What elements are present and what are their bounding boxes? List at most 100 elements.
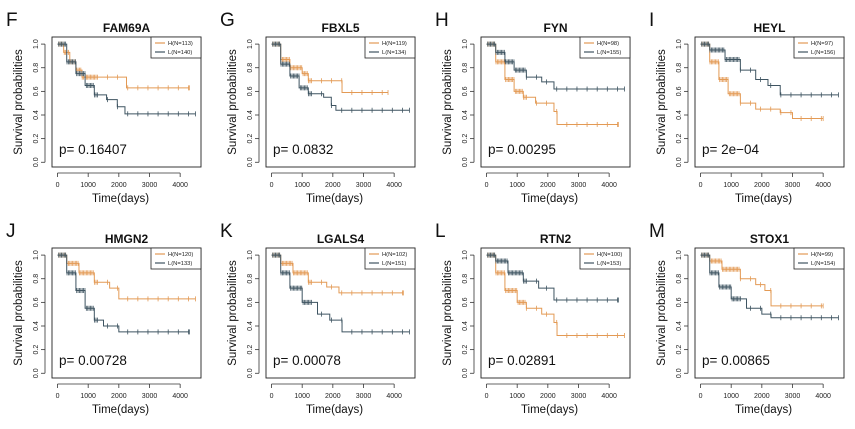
p-value-label: p= 0.16407	[59, 142, 127, 157]
x-tick-label: 1000	[723, 393, 739, 400]
y-tick-label: 0.8	[462, 274, 469, 284]
x-tick-label: 4000	[386, 393, 402, 400]
x-axis-label: Time(days)	[306, 404, 363, 416]
y-tick-label: 0.6	[33, 297, 40, 307]
y-axis-label: Survival probabilities	[656, 260, 668, 366]
panel-letter: I	[649, 10, 654, 31]
legend-label-l: L(N=153)	[597, 261, 621, 267]
legend: H(N=97) L(N=156)	[793, 36, 845, 59]
legend: H(N=113) L(N=140)	[150, 36, 202, 59]
x-tick-label: 4000	[601, 393, 617, 400]
y-tick-label: 0.8	[676, 63, 683, 73]
x-tick-label: 4000	[815, 182, 831, 189]
panel-letter: J	[6, 221, 16, 242]
x-tick-label: 3000	[142, 393, 158, 400]
x-tick-label: 3000	[356, 393, 372, 400]
y-tick-label: 0.4	[462, 110, 469, 120]
legend-label-h: H(N=100)	[597, 252, 622, 258]
plot-box	[480, 247, 631, 379]
legend-label-h: H(N=119)	[382, 41, 407, 47]
x-tick-label: 4000	[386, 182, 402, 189]
plot-title: LGALS4	[317, 232, 365, 246]
km-panel-k: K LGALS4 0.0 0.2 0.4 0.6 0.8 1.0 Survival probab…	[220, 221, 416, 416]
y-axis-label: Survival probabilities	[13, 260, 25, 366]
km-curve-l	[700, 43, 839, 96]
legend-label-l: L(N=155)	[597, 50, 621, 56]
y-tick-label: 0.0	[33, 368, 40, 378]
x-tick-label: 1000	[294, 393, 310, 400]
legend-label-l: L(N=140)	[168, 50, 192, 56]
x-tick-label: 3000	[785, 182, 801, 189]
x-tick-label: 2000	[111, 182, 127, 189]
x-tick-label: 3000	[571, 182, 587, 189]
y-tick-label: 0.2	[33, 345, 40, 355]
x-tick-label: 0	[56, 393, 60, 400]
p-value-label: p= 0.00865	[702, 353, 770, 368]
y-axis-label: Survival probabilities	[13, 49, 25, 155]
y-axis-label: Survival probabilities	[442, 260, 454, 366]
y-tick-label: 0.6	[247, 297, 254, 307]
y-tick-label: 1.0	[33, 250, 40, 260]
p-value-label: p= 0.0832	[273, 142, 333, 157]
x-tick-label: 3000	[571, 393, 587, 400]
legend: H(N=102) L(N=151)	[364, 247, 416, 270]
panel-letter: H	[435, 10, 449, 31]
x-axis-label: Time(days)	[521, 404, 578, 416]
legend-label-l: L(N=134)	[382, 50, 406, 56]
plot-title: HMGN2	[105, 232, 149, 246]
y-tick-label: 0.2	[462, 345, 469, 355]
x-tick-label: 3000	[142, 182, 158, 189]
x-axis-label: Time(days)	[735, 404, 792, 416]
x-tick-label: 4000	[172, 182, 188, 189]
plot-box	[51, 247, 202, 379]
legend: H(N=99) L(N=154)	[793, 247, 845, 270]
km-panel-j: J HMGN2 0.0 0.2 0.4 0.6 0.8 1.0 Survival probabi…	[6, 221, 202, 416]
y-tick-label: 0.0	[247, 368, 254, 378]
x-tick-label: 4000	[172, 393, 188, 400]
y-axis-label: Survival probabilities	[227, 260, 239, 366]
legend-box	[364, 247, 416, 270]
legend-label-h: H(N=120)	[168, 252, 193, 258]
plot-box	[265, 36, 416, 168]
panel-letter: K	[220, 221, 233, 242]
y-tick-label: 1.0	[247, 250, 254, 260]
legend-box	[579, 36, 631, 59]
panel-letter: M	[649, 221, 665, 242]
y-tick-label: 0.6	[676, 297, 683, 307]
y-tick-label: 0.8	[247, 63, 254, 73]
km-panel-i: I HEYL 0.0 0.2 0.4 0.6 0.8 1.0 Survival probabil…	[649, 10, 845, 205]
y-tick-label: 0.0	[462, 157, 469, 167]
x-tick-label: 0	[485, 393, 489, 400]
legend-label-l: L(N=154)	[811, 261, 835, 267]
legend-box	[579, 247, 631, 270]
p-value-label: p= 0.00295	[488, 142, 556, 157]
legend-label-l: L(N=156)	[811, 50, 835, 56]
y-axis-label: Survival probabilities	[442, 49, 454, 155]
y-tick-label: 0.4	[676, 321, 683, 331]
km-panel-m: M STOX1 0.0 0.2 0.4 0.6 0.8 1.0 Survival probabi…	[649, 221, 845, 416]
y-tick-label: 0.2	[33, 134, 40, 144]
y-tick-label: 0.4	[33, 110, 40, 120]
y-tick-label: 0.0	[676, 368, 683, 378]
x-tick-label: 0	[270, 182, 274, 189]
legend-label-h: H(N=102)	[382, 252, 407, 258]
legend-box	[364, 36, 416, 59]
legend: H(N=119) L(N=134)	[364, 36, 416, 59]
x-tick-label: 2000	[111, 393, 127, 400]
legend-box	[150, 247, 202, 270]
y-tick-label: 0.6	[33, 86, 40, 96]
y-tick-label: 1.0	[676, 39, 683, 49]
x-tick-label: 3000	[356, 182, 372, 189]
y-tick-label: 0.6	[462, 297, 469, 307]
p-value-label: p= 0.00078	[273, 353, 341, 368]
panel-letter: G	[220, 10, 235, 31]
p-value-label: p= 0.00728	[59, 353, 127, 368]
plot-box	[694, 36, 845, 168]
km-panel-f: F FAM69A 0.0 0.2 0.4 0.6 0.8 1.0 Survival probab…	[6, 10, 202, 205]
x-axis-label: Time(days)	[306, 193, 363, 205]
y-tick-label: 0.6	[462, 86, 469, 96]
km-panel-l: L RTN2 0.0 0.2 0.4 0.6 0.8 1.0 Survival probabil…	[435, 221, 631, 416]
plot-box	[51, 36, 202, 168]
x-tick-label: 4000	[601, 182, 617, 189]
